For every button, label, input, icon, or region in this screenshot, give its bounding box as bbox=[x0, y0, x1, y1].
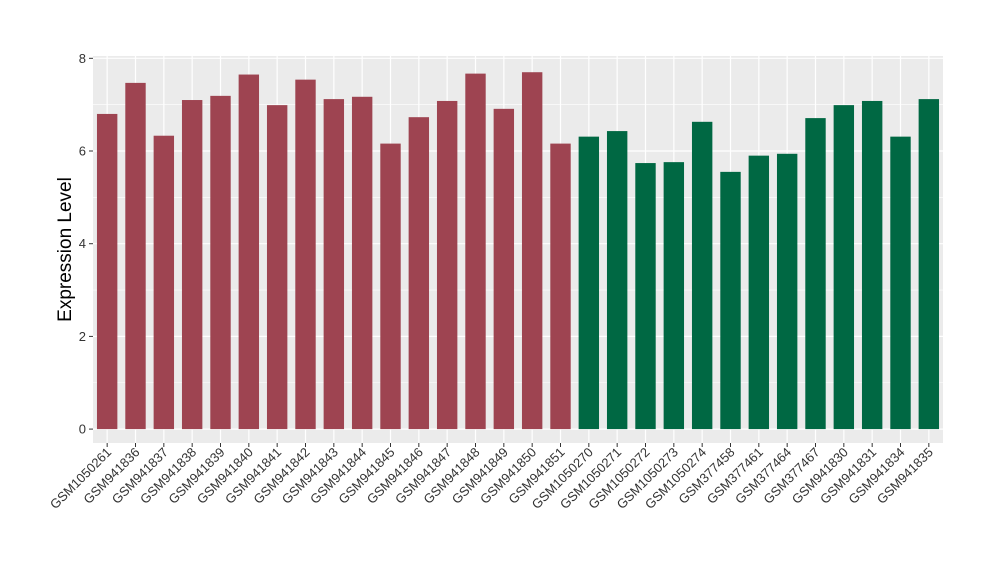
bar bbox=[521, 72, 543, 430]
plot-panel bbox=[93, 56, 943, 443]
bar bbox=[295, 79, 316, 430]
bar bbox=[266, 105, 288, 430]
y-tick-label: 4 bbox=[79, 236, 86, 251]
bar bbox=[493, 108, 515, 430]
y-tick-label: 6 bbox=[79, 144, 86, 159]
bar bbox=[550, 143, 571, 430]
bar bbox=[125, 82, 146, 430]
bar bbox=[578, 136, 600, 430]
bar bbox=[380, 143, 401, 430]
bar bbox=[691, 121, 713, 430]
y-tick-label: 8 bbox=[79, 51, 86, 66]
bar bbox=[918, 99, 940, 430]
bar bbox=[408, 117, 430, 430]
bar bbox=[96, 113, 118, 430]
bar bbox=[323, 99, 345, 430]
bar bbox=[351, 96, 373, 430]
y-axis-title: Expression Level bbox=[55, 177, 76, 322]
bar bbox=[635, 163, 656, 430]
bar bbox=[663, 162, 685, 430]
y-tick-label: 0 bbox=[79, 422, 86, 437]
bar bbox=[436, 100, 458, 430]
bar bbox=[153, 135, 175, 430]
bar bbox=[776, 153, 798, 430]
bar bbox=[181, 100, 203, 430]
x-axis: GSM1050261GSM941836GSM941837GSM941838GSM… bbox=[47, 443, 936, 512]
bar bbox=[890, 136, 911, 430]
bar bbox=[805, 118, 826, 430]
bar bbox=[210, 95, 231, 430]
bar bbox=[465, 73, 486, 430]
bar bbox=[606, 131, 628, 430]
y-tick-label: 2 bbox=[79, 329, 86, 344]
bars bbox=[96, 72, 940, 430]
bar bbox=[833, 105, 855, 430]
bar bbox=[861, 100, 883, 430]
bar bbox=[720, 171, 741, 430]
y-axis: 0 2 4 6 8 bbox=[79, 51, 93, 437]
bar bbox=[748, 155, 770, 430]
bar bbox=[238, 74, 260, 430]
